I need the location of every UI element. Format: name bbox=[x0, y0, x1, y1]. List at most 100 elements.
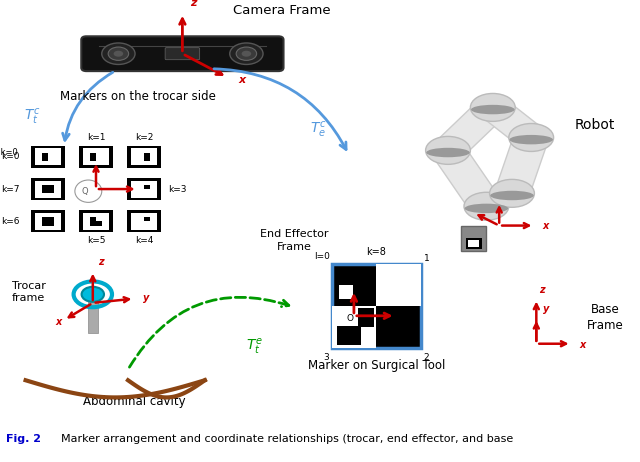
Bar bbox=[42, 157, 48, 161]
Bar bbox=[144, 217, 150, 221]
Bar bbox=[144, 152, 150, 157]
Text: 1: 1 bbox=[424, 254, 429, 262]
Text: y: y bbox=[143, 293, 149, 303]
Text: k=8: k=8 bbox=[366, 247, 387, 256]
Text: Base
Frame: Base Frame bbox=[586, 304, 623, 333]
FancyArrowPatch shape bbox=[214, 69, 346, 150]
Text: x: x bbox=[580, 340, 586, 350]
Polygon shape bbox=[432, 146, 502, 211]
Bar bbox=[42, 189, 48, 193]
Bar bbox=[96, 221, 102, 225]
Text: y: y bbox=[360, 276, 367, 286]
Ellipse shape bbox=[108, 47, 129, 61]
Bar bbox=[83, 213, 109, 230]
Bar bbox=[131, 148, 157, 165]
Text: $T_t^e$: $T_t^e$ bbox=[246, 337, 264, 357]
Text: $T_e^c$: $T_e^c$ bbox=[310, 120, 327, 140]
Bar bbox=[42, 217, 48, 221]
Bar bbox=[144, 157, 150, 161]
FancyArrowPatch shape bbox=[63, 72, 113, 140]
Bar bbox=[127, 210, 161, 232]
Ellipse shape bbox=[470, 93, 515, 122]
Bar bbox=[461, 225, 486, 251]
Text: 2: 2 bbox=[154, 222, 159, 231]
Bar bbox=[358, 308, 374, 327]
Text: Marker on Surgical Tool: Marker on Surgical Tool bbox=[308, 359, 445, 372]
Ellipse shape bbox=[471, 105, 515, 114]
Bar bbox=[88, 294, 98, 333]
Text: Fig. 2: Fig. 2 bbox=[6, 434, 42, 444]
Text: k=0: k=0 bbox=[1, 152, 20, 161]
Bar bbox=[35, 181, 61, 198]
Polygon shape bbox=[479, 100, 545, 145]
Bar bbox=[42, 152, 48, 157]
Text: k=7: k=7 bbox=[1, 184, 20, 194]
Polygon shape bbox=[495, 135, 548, 196]
Text: ID k=0: ID k=0 bbox=[0, 148, 17, 157]
Text: y: y bbox=[504, 188, 511, 198]
Text: y: y bbox=[543, 304, 549, 314]
Text: z: z bbox=[98, 257, 104, 267]
Bar bbox=[79, 210, 113, 232]
Bar bbox=[48, 221, 54, 225]
Text: 3: 3 bbox=[129, 222, 134, 231]
Text: z: z bbox=[466, 201, 472, 211]
Bar bbox=[48, 189, 54, 193]
Text: Abdominal cavity: Abdominal cavity bbox=[83, 395, 186, 408]
Ellipse shape bbox=[509, 123, 554, 152]
Bar bbox=[376, 264, 421, 306]
Text: k=2: k=2 bbox=[135, 133, 153, 142]
Ellipse shape bbox=[114, 51, 123, 57]
Text: k=4: k=4 bbox=[135, 236, 153, 245]
Bar bbox=[131, 213, 157, 230]
Bar bbox=[127, 146, 161, 168]
Text: x: x bbox=[56, 317, 62, 327]
Bar bbox=[79, 146, 113, 168]
Text: 2: 2 bbox=[424, 353, 429, 362]
Bar bbox=[90, 157, 96, 161]
FancyBboxPatch shape bbox=[165, 48, 200, 60]
Text: Marker arrangement and coordinate relationships (trocar, end effector, and base: Marker arrangement and coordinate relati… bbox=[61, 434, 513, 444]
Ellipse shape bbox=[230, 43, 263, 65]
Ellipse shape bbox=[490, 191, 534, 200]
Bar bbox=[48, 185, 54, 189]
Bar bbox=[35, 148, 61, 165]
Text: z: z bbox=[190, 0, 196, 7]
Text: k=3: k=3 bbox=[168, 184, 186, 194]
Bar bbox=[332, 306, 376, 348]
Bar bbox=[131, 181, 157, 198]
Bar bbox=[90, 217, 96, 221]
Text: k=1: k=1 bbox=[87, 133, 105, 142]
Bar bbox=[35, 213, 61, 230]
Bar bbox=[332, 264, 421, 348]
Bar bbox=[90, 152, 96, 157]
Bar bbox=[48, 217, 54, 221]
Ellipse shape bbox=[465, 204, 508, 213]
Text: End Effector
Frame: End Effector Frame bbox=[260, 230, 329, 252]
Bar bbox=[127, 178, 161, 200]
Polygon shape bbox=[433, 101, 508, 157]
Bar bbox=[337, 267, 368, 283]
Text: l=0: l=0 bbox=[314, 252, 330, 261]
Text: x: x bbox=[404, 313, 411, 323]
Ellipse shape bbox=[509, 135, 553, 144]
FancyBboxPatch shape bbox=[81, 36, 284, 71]
Ellipse shape bbox=[236, 47, 257, 61]
Text: Trocar
frame: Trocar frame bbox=[12, 281, 45, 304]
Ellipse shape bbox=[426, 136, 470, 164]
Text: x: x bbox=[543, 221, 549, 231]
Ellipse shape bbox=[464, 192, 509, 220]
Ellipse shape bbox=[82, 287, 104, 302]
Ellipse shape bbox=[490, 179, 534, 207]
Bar bbox=[356, 285, 372, 303]
Ellipse shape bbox=[102, 43, 135, 65]
Text: 1: 1 bbox=[154, 212, 159, 220]
Bar bbox=[31, 146, 65, 168]
Ellipse shape bbox=[426, 148, 470, 157]
Bar bbox=[42, 185, 48, 189]
Text: Markers on the trocar side: Markers on the trocar side bbox=[60, 90, 216, 103]
Bar bbox=[31, 178, 65, 200]
Ellipse shape bbox=[242, 51, 252, 57]
Bar bbox=[337, 285, 357, 303]
Text: 3: 3 bbox=[323, 353, 329, 362]
